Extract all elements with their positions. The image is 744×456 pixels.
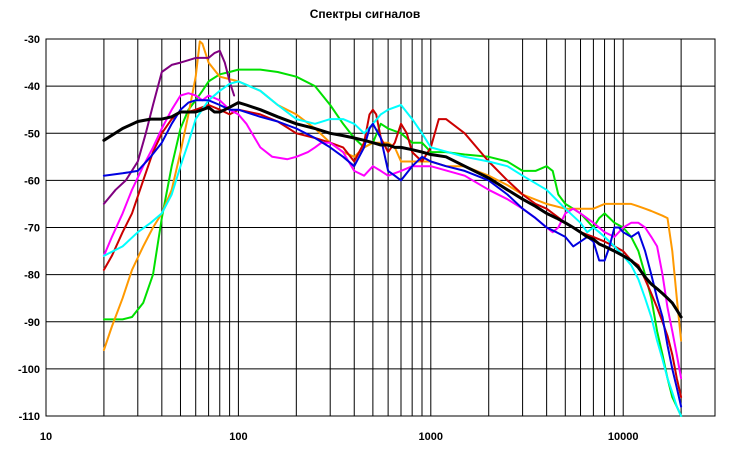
series-group: [102, 40, 683, 417]
y-tick-label: -90: [24, 317, 40, 329]
y-axis-ticks: -30 -40 -50 -60 -70 -80 -90 -100 -110: [18, 34, 40, 423]
series-cyan: [102, 80, 683, 417]
y-tick-label: -40: [24, 81, 40, 93]
y-tick-label: -80: [24, 270, 40, 282]
x-tick-label: 1000: [419, 431, 443, 443]
series-black: [102, 101, 683, 319]
x-tick-label: 10: [40, 431, 52, 443]
x-tick-label: 100: [229, 431, 247, 443]
grid: [46, 38, 715, 417]
chart-title: Спектры сигналов: [310, 7, 421, 21]
series-red: [102, 104, 683, 399]
y-tick-label: -110: [19, 411, 40, 423]
y-tick-label: -60: [24, 175, 40, 187]
plot-frame: [45, 38, 716, 417]
series-orange: [102, 40, 683, 351]
y-tick-label: -30: [24, 34, 40, 46]
x-tick-label: 10000: [608, 431, 639, 443]
series-purple: [102, 49, 236, 205]
x-axis-ticks: 10 100 1000 10000: [40, 431, 639, 443]
series-green: [102, 68, 683, 417]
y-tick-label: -50: [24, 128, 40, 140]
y-tick-label: -70: [24, 223, 40, 235]
series-blue: [102, 99, 683, 408]
series-magenta: [102, 92, 683, 380]
y-tick-label: -100: [18, 364, 40, 376]
